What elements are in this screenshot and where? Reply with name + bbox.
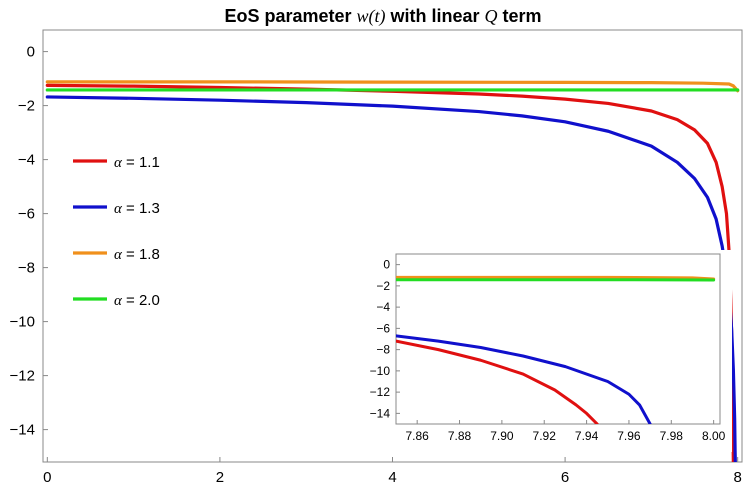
inset-x-tick-label: 7.96 (617, 429, 641, 443)
inset-y-tick-label: 0 (383, 258, 390, 272)
inset-x-tick-label: 7.92 (533, 429, 557, 443)
inset-series-line (396, 275, 716, 281)
chart-title-middle: with linear (386, 6, 485, 26)
legend-label: α = 1.3 (114, 200, 160, 217)
chart-title-prefix: EoS parameter (224, 6, 356, 26)
inset-x-tick-label: 7.88 (448, 429, 472, 443)
x-tick-label: 8 (734, 469, 742, 486)
inset-frame (395, 253, 721, 425)
inset-x-tick-label: 7.90 (490, 429, 514, 443)
inset-x-tick-label: 7.94 (575, 429, 599, 443)
y-tick-label: −10 (10, 314, 35, 331)
y-tick-label: −12 (10, 368, 35, 385)
legend-value: = 1.1 (122, 154, 160, 171)
inset-y-tick-label: −6 (376, 321, 390, 335)
legend-symbol: α (114, 201, 123, 217)
inset-y-tick-label: −2 (376, 279, 390, 293)
inset-series-group (396, 275, 716, 424)
inset-y-tick-label: −14 (370, 406, 391, 420)
legend-symbol: α (114, 247, 123, 263)
y-tick-label: −6 (18, 206, 35, 223)
series-line (45, 80, 740, 93)
inset-y-tick-label: −12 (370, 385, 391, 399)
legend-value: = 1.8 (122, 246, 160, 263)
inset-series-line (396, 339, 599, 424)
inset-y-tick-label: −10 (370, 364, 391, 378)
x-tick-label: 6 (561, 469, 569, 486)
legend-label: α = 1.1 (114, 154, 160, 171)
legend-label: α = 1.8 (114, 246, 160, 263)
legend-label: α = 2.0 (114, 292, 160, 309)
x-tick-label: 2 (216, 469, 224, 486)
inset-y-tick-label: −4 (376, 300, 390, 314)
legend-value: = 1.3 (122, 200, 160, 217)
y-tick-label: −2 (18, 98, 35, 115)
inset-x-tick-label: 8.00 (702, 429, 726, 443)
chart-title-math2: Q (485, 6, 498, 26)
legend-symbol: α (114, 293, 123, 309)
legend-value: = 2.0 (122, 292, 160, 309)
x-tick-label: 0 (43, 469, 51, 486)
y-tick-label: −4 (18, 152, 35, 169)
chart-title-math: w(t) (357, 6, 386, 27)
inset-y-tick-label: −8 (376, 343, 390, 357)
y-tick-label: −14 (10, 422, 35, 439)
chart-title: EoS parameter w(t) with linear Q term (224, 6, 541, 27)
inset-background (354, 250, 732, 452)
x-tick-label: 4 (388, 469, 396, 486)
y-tick-label: 0 (27, 44, 35, 61)
inset-plot: 7.86 7.88 7.90 7.92 7.94 7.96 7.98 8.00 0 −2 −4 −6 −… (354, 250, 732, 452)
y-tick-label: −8 (18, 260, 35, 277)
legend: α = 1.1α = 1.3α = 1.8α = 2.0 (73, 154, 160, 309)
inset-series-line (396, 334, 652, 424)
chart-title-suffix: term (498, 6, 542, 26)
inset-x-tick-label: 7.86 (405, 429, 429, 443)
series-line (45, 95, 737, 462)
inset-x-tick-label: 7.98 (660, 429, 684, 443)
legend-symbol: α (114, 155, 123, 171)
